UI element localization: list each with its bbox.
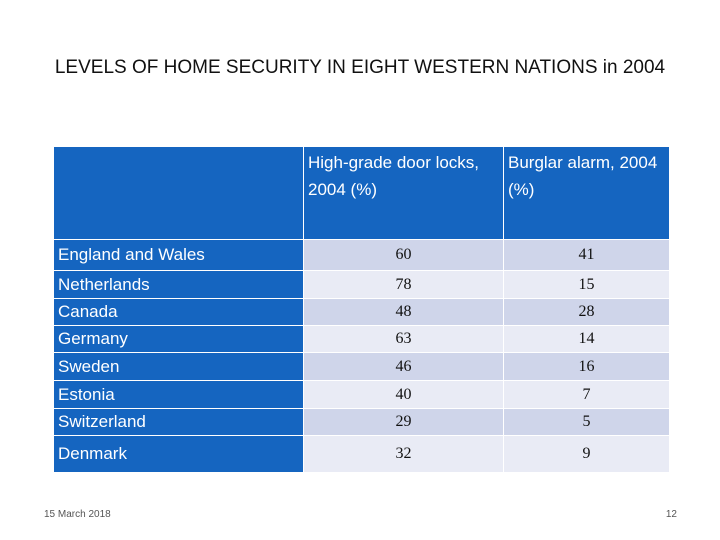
country-cell: Denmark [53, 435, 304, 473]
page-number: 12 [665, 509, 677, 520]
security-table: High-grade door locks, 2004 (%) Burglar … [53, 146, 670, 473]
door-locks-cell: 40 [303, 380, 504, 409]
table-row: England and Wales 60 41 [53, 239, 670, 271]
header-burglar-alarm: Burglar alarm, 2004 (%) [503, 146, 670, 240]
door-locks-cell: 78 [303, 270, 504, 299]
door-locks-cell: 63 [303, 325, 504, 353]
burglar-alarm-cell: 14 [503, 325, 670, 353]
table-row: Estonia 40 7 [53, 380, 670, 409]
table-row: Canada 48 28 [53, 298, 670, 326]
burglar-alarm-cell: 15 [503, 270, 670, 299]
header-door-locks: High-grade door locks, 2004 (%) [303, 146, 504, 240]
table-row: Denmark 32 9 [53, 435, 670, 473]
country-cell: England and Wales [53, 239, 304, 271]
table-row: Netherlands 78 15 [53, 270, 670, 299]
country-cell: Estonia [53, 380, 304, 409]
country-cell: Sweden [53, 352, 304, 381]
country-cell: Canada [53, 298, 304, 326]
door-locks-cell: 48 [303, 298, 504, 326]
table-row: Germany 63 14 [53, 325, 670, 353]
country-cell: Switzerland [53, 408, 304, 436]
footer-date: 15 March 2018 [44, 509, 111, 520]
table-header-row: High-grade door locks, 2004 (%) Burglar … [53, 146, 670, 240]
country-cell: Netherlands [53, 270, 304, 299]
door-locks-cell: 60 [303, 239, 504, 271]
header-country [53, 146, 304, 240]
burglar-alarm-cell: 28 [503, 298, 670, 326]
burglar-alarm-cell: 5 [503, 408, 670, 436]
door-locks-cell: 46 [303, 352, 504, 381]
burglar-alarm-cell: 7 [503, 380, 670, 409]
country-cell: Germany [53, 325, 304, 353]
burglar-alarm-cell: 9 [503, 435, 670, 473]
table-row: Sweden 46 16 [53, 352, 670, 381]
door-locks-cell: 32 [303, 435, 504, 473]
burglar-alarm-cell: 41 [503, 239, 670, 271]
burglar-alarm-cell: 16 [503, 352, 670, 381]
slide-title: LEVELS OF HOME SECURITY IN EIGHT WESTERN… [54, 57, 666, 78]
table-row: Switzerland 29 5 [53, 408, 670, 436]
door-locks-cell: 29 [303, 408, 504, 436]
